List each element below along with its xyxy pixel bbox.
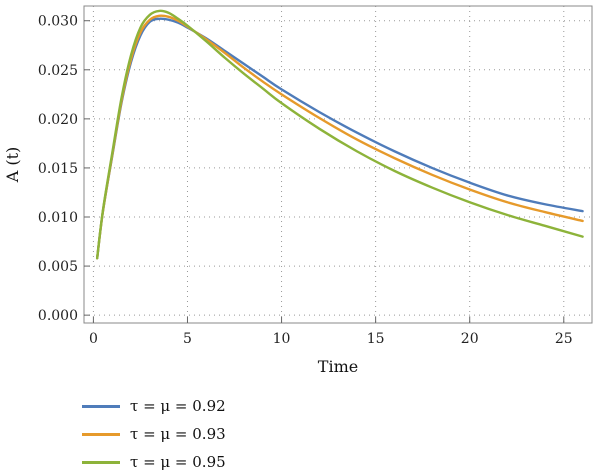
- ticks: 0 5 10 15 20 25 0.000 0.005 0.010 0.015 0.020 0.025…: [38, 14, 573, 347]
- y-tick-label: 0.015: [38, 161, 78, 177]
- y-tick-label: 0.000: [38, 308, 78, 324]
- legend-item-3: τ = μ = 0.95: [82, 448, 226, 476]
- x-tick-label: 0: [89, 331, 98, 347]
- legend-item-2: τ = μ = 0.93: [82, 420, 226, 448]
- y-tick-label: 0.030: [38, 14, 78, 30]
- y-tick-label: 0.020: [38, 112, 78, 128]
- legend-label: τ = μ = 0.92: [130, 397, 226, 415]
- grid: [84, 6, 592, 323]
- legend-swatch: [82, 460, 120, 464]
- legend-label: τ = μ = 0.93: [130, 425, 226, 443]
- legend-label: τ = μ = 0.95: [130, 453, 226, 471]
- y-tick-label: 0.010: [38, 210, 78, 226]
- legend-swatch: [82, 404, 120, 408]
- series-lines: [95, 9, 584, 260]
- plot-frame: [83, 5, 593, 324]
- x-tick-label: 25: [555, 331, 573, 347]
- series-line-1: [95, 17, 584, 260]
- legend: τ = μ = 0.92 τ = μ = 0.93 τ = μ = 0.95: [82, 392, 226, 476]
- x-tick-label: 10: [273, 331, 291, 347]
- x-axis-label: Time: [318, 357, 358, 376]
- y-tick-label: 0.005: [38, 259, 78, 275]
- y-tick-label: 0.025: [38, 63, 78, 79]
- x-tick-label: 5: [183, 331, 192, 347]
- y-axis-label: A (t): [3, 147, 22, 184]
- series-line-2: [95, 14, 584, 260]
- x-tick-label: 20: [461, 331, 479, 347]
- legend-swatch: [82, 432, 120, 436]
- series-line-3: [95, 9, 584, 260]
- x-tick-label: 15: [367, 331, 385, 347]
- legend-item-1: τ = μ = 0.92: [82, 392, 226, 420]
